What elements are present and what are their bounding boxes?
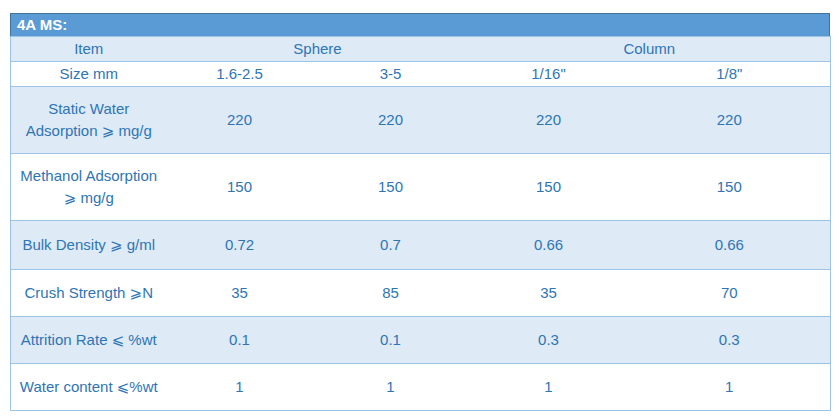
cell-value: 0.66 <box>629 221 831 270</box>
cell-value: 0.66 <box>469 221 629 270</box>
cell-value: 0.7 <box>313 221 469 270</box>
cell-value: 0.1 <box>313 317 469 364</box>
table-row-attrition-rate: Attrition Rate ⩽ %wt 0.1 0.1 0.3 0.3 <box>11 317 831 364</box>
cell-value: 0.3 <box>629 317 831 364</box>
cell-value: 220 <box>469 87 629 154</box>
row-label: Size mm <box>11 62 167 87</box>
cell-value: 85 <box>313 270 469 317</box>
cell-value: 150 <box>167 154 313 221</box>
cell-value: 1 <box>629 364 831 411</box>
cell-value: 220 <box>629 87 831 154</box>
table-row-methanol-adsorption: Methanol Adsorption ⩾ mg/g 150 150 150 1… <box>11 154 831 221</box>
cell-value: 150 <box>469 154 629 221</box>
cell-value: 220 <box>313 87 469 154</box>
table-row-size: Size mm 1.6-2.5 3-5 1/16" 1/8" <box>11 62 831 87</box>
cell-value: 1 <box>469 364 629 411</box>
row-label: Crush Strength ⩾N <box>11 270 167 317</box>
row-label: Water content ⩽%wt <box>11 364 167 411</box>
row-label: Attrition Rate ⩽ %wt <box>11 317 167 364</box>
cell-value: 1.6-2.5 <box>167 62 313 87</box>
row-label: Methanol Adsorption ⩾ mg/g <box>11 154 167 221</box>
cell-value: 220 <box>167 87 313 154</box>
cell-value: 35 <box>469 270 629 317</box>
cell-value: 1/16" <box>469 62 629 87</box>
header-column: Column <box>469 37 831 62</box>
cell-value: 1 <box>167 364 313 411</box>
spec-table: 4A MS: Item Sphere Column Size mm 1.6-2.… <box>10 13 830 411</box>
cell-value: 0.72 <box>167 221 313 270</box>
cell-value: 150 <box>629 154 831 221</box>
cell-value: 0.1 <box>167 317 313 364</box>
table-row-crush-strength: Crush Strength ⩾N 35 85 35 70 <box>11 270 831 317</box>
cell-value: 3-5 <box>313 62 469 87</box>
row-label: Static Water Adsorption ⩾ mg/g <box>11 87 167 154</box>
row-label: Bulk Density ⩾ g/ml <box>11 221 167 270</box>
table-header-row: Item Sphere Column <box>11 37 831 62</box>
cell-value: 0.3 <box>469 317 629 364</box>
header-sphere: Sphere <box>167 37 469 62</box>
table-row-water-content: Water content ⩽%wt 1 1 1 1 <box>11 364 831 411</box>
cell-value: 150 <box>313 154 469 221</box>
table-title: 4A MS: <box>17 16 67 33</box>
cell-value: 70 <box>629 270 831 317</box>
table-row-static-water-adsorption: Static Water Adsorption ⩾ mg/g 220 220 2… <box>11 87 831 154</box>
table-row-bulk-density: Bulk Density ⩾ g/ml 0.72 0.7 0.66 0.66 <box>11 221 831 270</box>
cell-value: 1/8" <box>629 62 831 87</box>
spec-sheet-page: 4A MS: Item Sphere Column Size mm 1.6-2.… <box>0 0 839 420</box>
cell-value: 1 <box>313 364 469 411</box>
header-item: Item <box>11 37 167 62</box>
spec-data-table: Item Sphere Column Size mm 1.6-2.5 3-5 1… <box>10 36 831 411</box>
cell-value: 35 <box>167 270 313 317</box>
table-title-bar: 4A MS: <box>10 13 830 36</box>
